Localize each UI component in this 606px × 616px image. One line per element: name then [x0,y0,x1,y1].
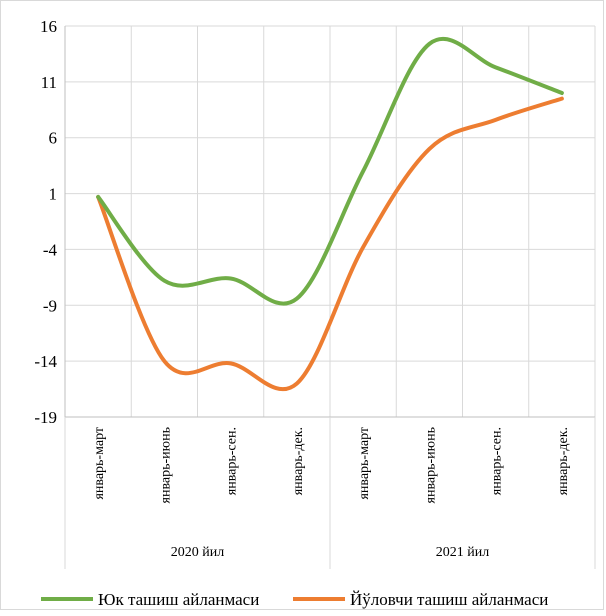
x-tick-label: январь-дек. [291,427,306,495]
y-tick-label: 1 [49,185,58,204]
y-tick-label: 6 [49,129,58,148]
series-lines [96,36,564,392]
y-axis-tick-labels: 16 11 6 1 -4 -9 -14 -19 [34,17,57,427]
legend-label: Йўловчи ташиш айланмаси [350,590,548,609]
y-tick-label: -19 [34,408,57,427]
x-tick-label: январь-март [357,427,372,500]
x-tick-label: январь-март [92,427,107,500]
x-axis-group-labels: 2020 йил 2021 йил [171,545,489,560]
x-group-label: 2021 йил [436,545,489,560]
axes [64,26,596,569]
y-tick-label: 11 [41,73,57,92]
y-tick-label: -14 [34,352,57,371]
x-axis-tick-labels: январь-март январь-июнь январь-сен. январь-… [92,427,571,503]
x-tick-label: январь-сен. [490,427,505,495]
x-tick-label: январь-июнь [423,427,438,503]
grid-lines [64,25,596,418]
x-tick-label: январь-июнь [158,427,173,503]
y-tick-label: 16 [40,17,57,36]
series-line [96,36,564,306]
y-tick-label: -9 [43,296,57,315]
series-line [96,96,564,392]
legend: Юк ташиш айланмаси Йўловчи ташиш айланмас… [41,590,548,609]
legend-label: Юк ташиш айланмаси [98,590,259,609]
x-group-label: 2020 йил [171,545,224,560]
y-tick-label: -4 [43,240,58,259]
x-tick-label: январь-дек. [556,427,571,495]
x-tick-label: январь-сен. [225,427,240,495]
